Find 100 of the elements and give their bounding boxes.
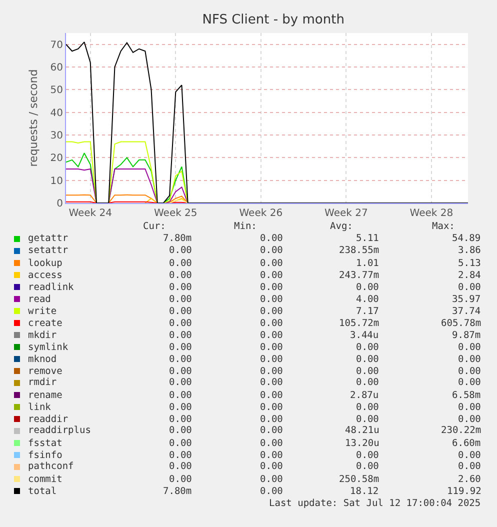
text: 48.21u xyxy=(345,425,380,436)
text: 105.72m xyxy=(339,318,380,329)
text: 2.84 xyxy=(458,270,482,281)
text: 0.00 xyxy=(356,402,380,413)
text: 0.00 xyxy=(169,342,192,353)
text: 54.89 xyxy=(452,233,481,244)
text: 0.00 xyxy=(458,461,482,472)
text: 0.00 xyxy=(169,294,192,305)
legend-label: symlink xyxy=(28,342,68,353)
text: 0.00 xyxy=(356,342,380,353)
text: 7.80m xyxy=(163,233,192,244)
legend-label: fsstat xyxy=(28,438,62,449)
y-tick-label: 10 xyxy=(50,176,63,187)
text: 0.00 xyxy=(356,282,380,293)
text: 0.00 xyxy=(169,474,192,485)
text: 0.00 xyxy=(260,366,284,377)
text: 0.00 xyxy=(260,390,284,401)
text: 0.00 xyxy=(260,354,284,365)
text: 0.00 xyxy=(260,461,284,472)
text: 0.00 xyxy=(169,461,192,472)
text: 0.00 xyxy=(169,318,192,329)
y-tick-label: 50 xyxy=(50,85,63,96)
text: 0.00 xyxy=(169,245,192,256)
legend-label: link xyxy=(28,402,52,413)
text: 0.00 xyxy=(356,414,380,425)
text: 0.00 xyxy=(458,282,482,293)
legend-label: readdir xyxy=(28,414,68,425)
text: 37.74 xyxy=(452,306,481,317)
text: Cur: xyxy=(143,221,166,232)
text: 0.00 xyxy=(356,354,380,365)
text: 0.00 xyxy=(169,270,192,281)
text: 243.77m xyxy=(339,270,380,281)
text: 6.60m xyxy=(452,438,481,449)
legend-label: readdirplus xyxy=(28,425,91,436)
x-tick-label: Week 26 xyxy=(239,208,283,219)
legend-label: mkdir xyxy=(28,330,57,341)
text: 0.00 xyxy=(169,414,192,425)
text: 0.00 xyxy=(356,366,380,377)
text: 0.00 xyxy=(458,342,482,353)
text: 0.00 xyxy=(260,474,284,485)
legend-label: lookup xyxy=(28,258,63,269)
x-tick-label: Week 27 xyxy=(324,208,368,219)
legend-label: write xyxy=(28,306,57,317)
text: 0.00 xyxy=(260,342,284,353)
text: Max: xyxy=(432,221,455,232)
y-tick-label: 20 xyxy=(50,153,63,164)
text: 0.00 xyxy=(458,450,482,461)
text: 0.00 xyxy=(169,366,192,377)
text: 0.00 xyxy=(169,377,192,388)
text: 0.00 xyxy=(260,450,284,461)
text: 0.00 xyxy=(260,425,284,436)
text: 3.86 xyxy=(458,245,482,256)
text: 0.00 xyxy=(458,377,482,388)
text: 0.00 xyxy=(169,354,192,365)
y-tick-label: 40 xyxy=(50,108,63,119)
legend-label: total xyxy=(28,486,57,497)
text: 0.00 xyxy=(260,294,284,305)
legend-label: access xyxy=(28,270,62,281)
text: 0.00 xyxy=(260,233,284,244)
text: 4.00 xyxy=(356,294,380,305)
text: 0.00 xyxy=(260,270,284,281)
text: 0.00 xyxy=(260,486,284,497)
y-axis-title: requests / second xyxy=(26,69,40,167)
text: 5.11 xyxy=(356,233,380,244)
text: 0.00 xyxy=(260,414,284,425)
text: 0.00 xyxy=(260,438,284,449)
text: 0.00 xyxy=(260,402,284,413)
text: 35.97 xyxy=(452,294,481,305)
text: 0.00 xyxy=(356,377,380,388)
text: 2.60 xyxy=(458,474,482,485)
text: 0.00 xyxy=(260,330,284,341)
x-tick-label: Week 25 xyxy=(154,208,198,219)
legend-label: rmdir xyxy=(28,377,57,388)
text: 250.58m xyxy=(339,474,380,485)
text: 5.13 xyxy=(458,258,481,269)
text: 2.87u xyxy=(350,390,379,401)
text: Last update: Sat Jul 12 17:00:04 2025 xyxy=(269,498,481,509)
text: 0.00 xyxy=(169,390,192,401)
text: 0.00 xyxy=(356,461,380,472)
text: 605.78m xyxy=(441,318,482,329)
legend-label: commit xyxy=(28,474,62,485)
text: 0.00 xyxy=(458,354,482,365)
legend-label: mknod xyxy=(28,354,57,365)
text: 0.00 xyxy=(260,377,284,388)
text: 119.92 xyxy=(447,486,482,497)
text: 0.00 xyxy=(169,258,192,269)
text: 0.00 xyxy=(260,318,284,329)
text: 0.00 xyxy=(260,245,284,256)
legend-label: fsinfo xyxy=(28,450,63,461)
text: 7.80m xyxy=(163,486,192,497)
y-tick-label: 30 xyxy=(50,130,63,142)
legend-label: pathconf xyxy=(28,461,74,472)
y-tick-label: 70 xyxy=(50,40,63,51)
text: 0.00 xyxy=(356,450,380,461)
text: 7.17 xyxy=(356,306,379,317)
text: 0.00 xyxy=(260,258,284,269)
text: 0.00 xyxy=(169,306,192,317)
chart-title: NFS Client - by month xyxy=(202,12,344,28)
text: 13.20u xyxy=(345,438,380,449)
text: 18.12 xyxy=(350,486,379,497)
